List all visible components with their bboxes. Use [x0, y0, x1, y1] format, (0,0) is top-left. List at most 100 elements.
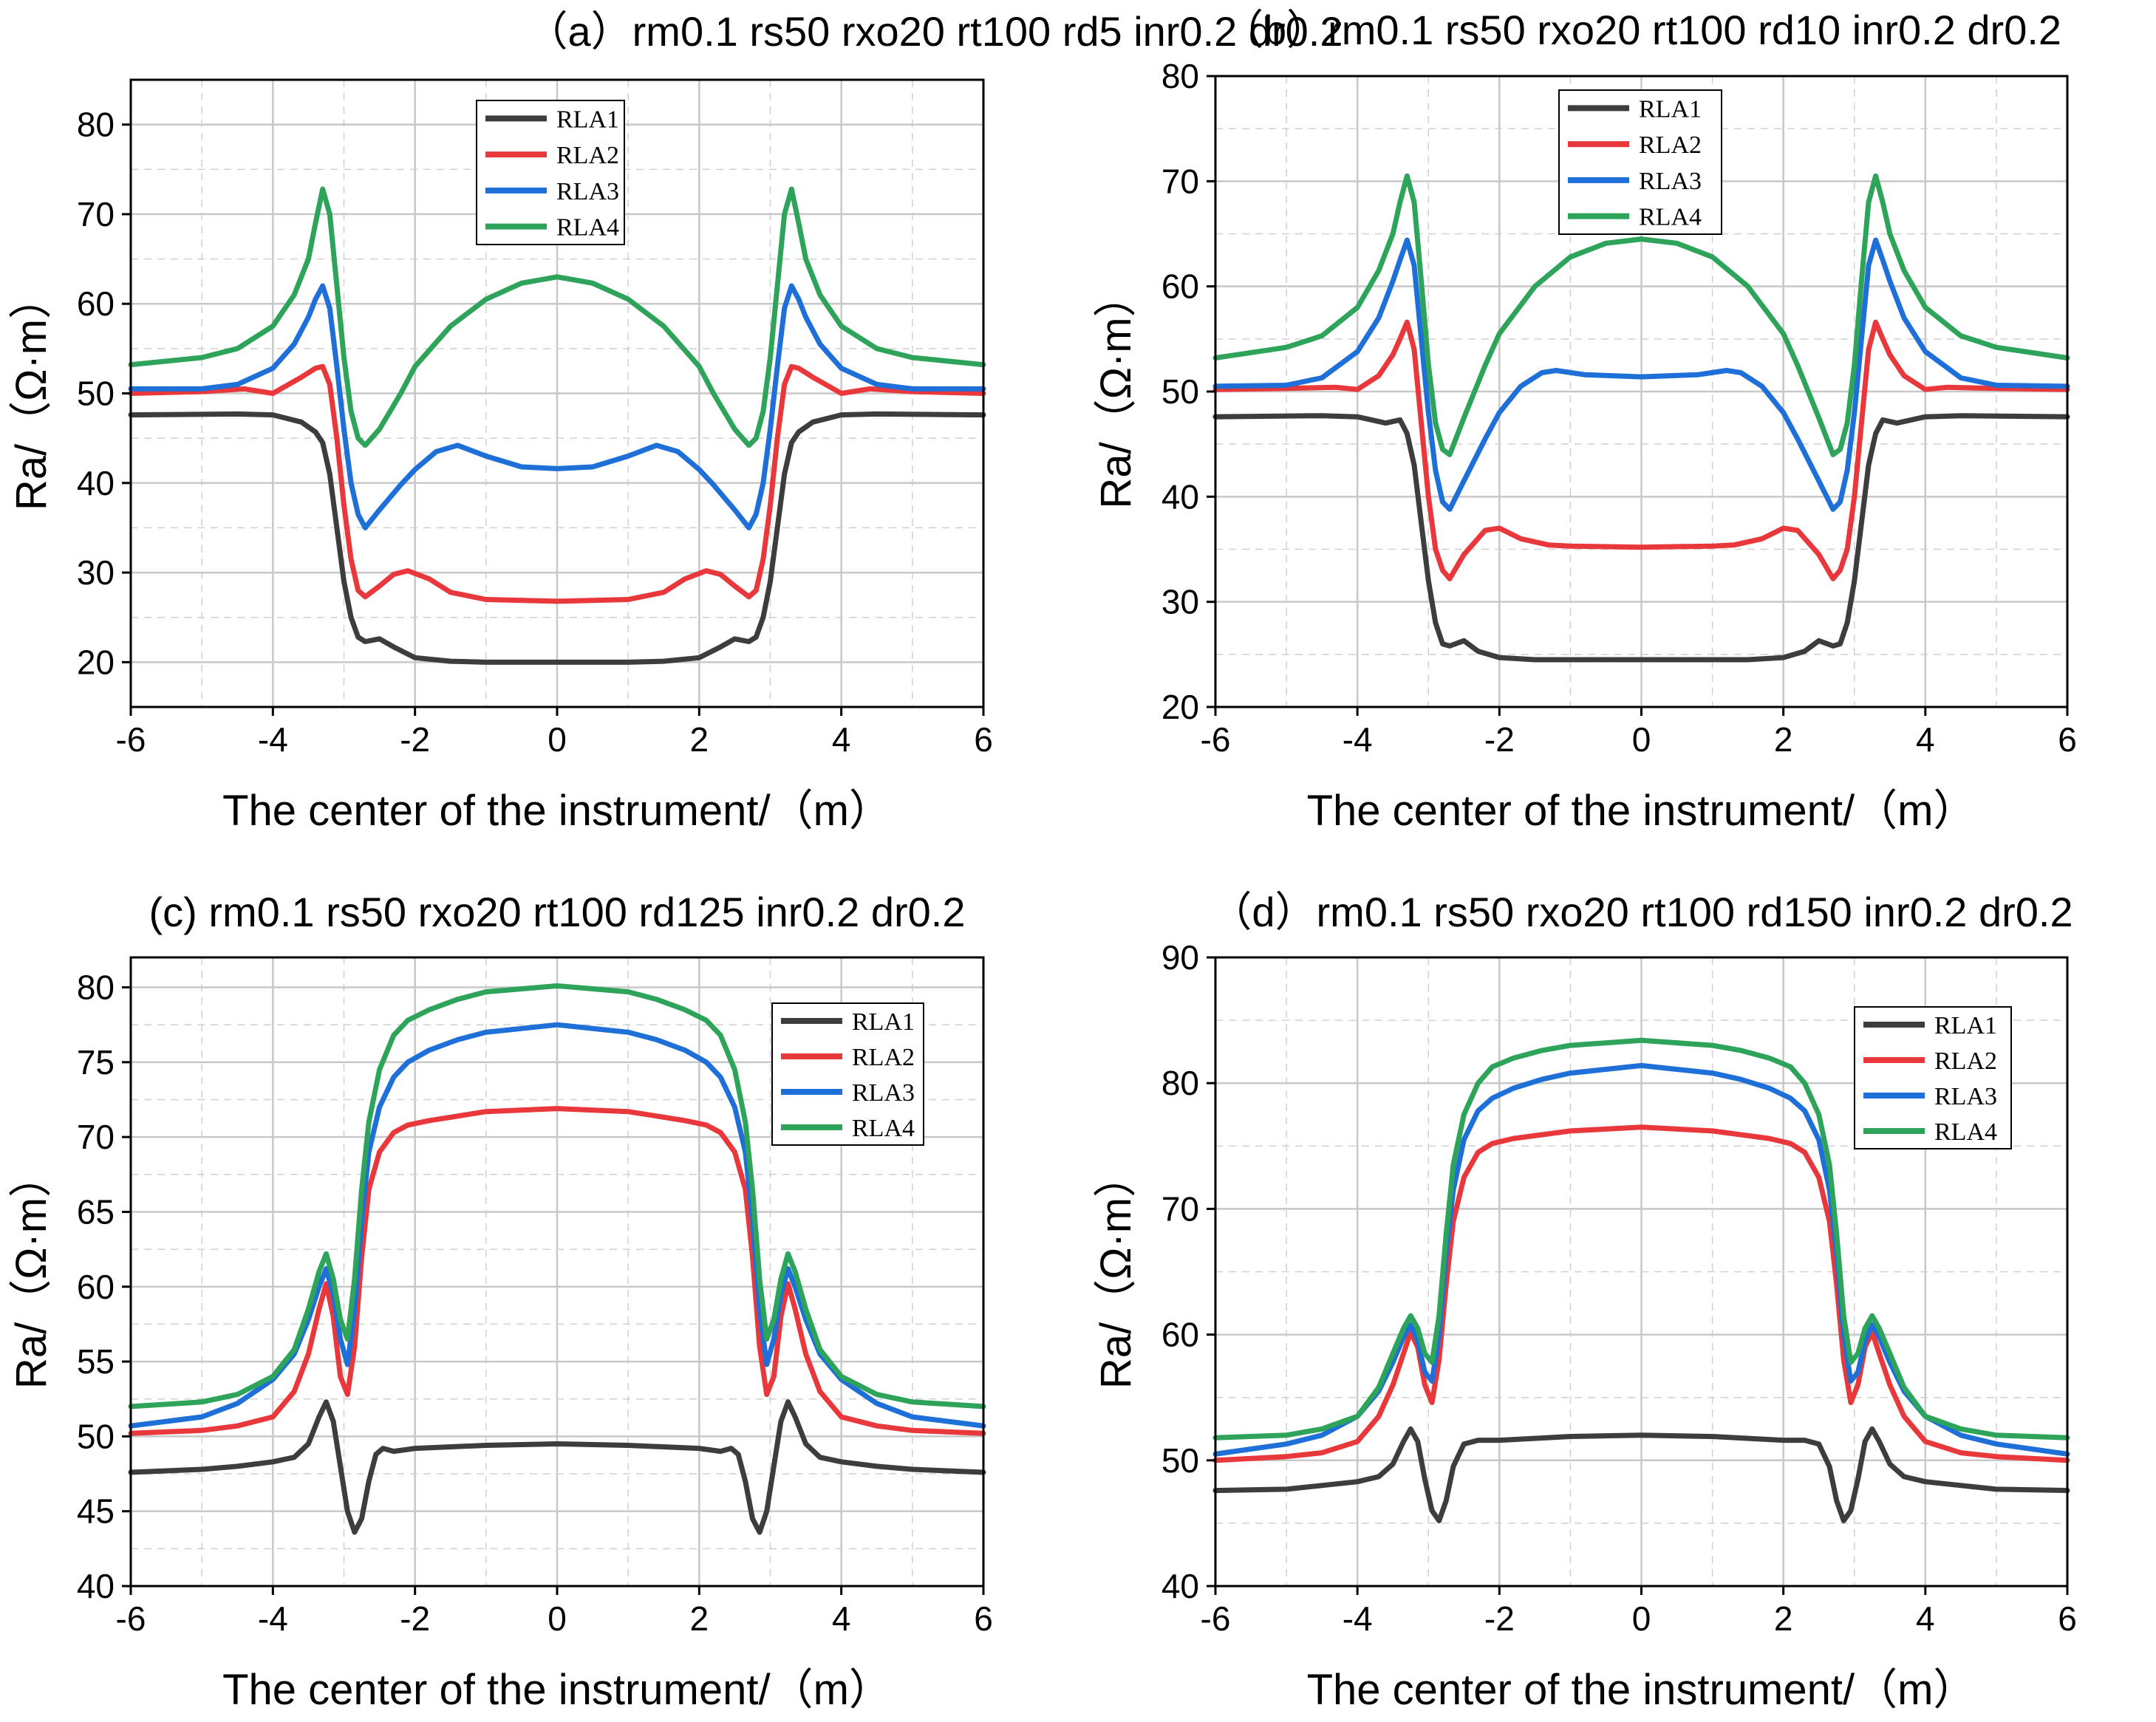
legend-label-rla4: RLA4 — [1934, 1118, 1997, 1146]
y-tick-label: 40 — [1161, 1567, 1199, 1605]
x-tick-label: 2 — [690, 1599, 709, 1638]
x-tick-label: -4 — [1343, 720, 1373, 759]
y-tick-label: 55 — [77, 1342, 115, 1381]
y-tick-label: 50 — [77, 1417, 115, 1455]
x-tick-label: 6 — [974, 720, 993, 759]
y-tick-label: 30 — [1161, 583, 1199, 621]
x-tick-label: -6 — [1201, 720, 1231, 759]
x-tick-label: -6 — [116, 720, 146, 759]
chart-title: (c) rm0.1 rs50 rxo20 rt100 rd125 inr0.2 … — [149, 889, 966, 935]
x-tick-label: 0 — [1632, 1599, 1651, 1638]
legend: RLA1 RLA2 RLA3 RLA4 — [771, 1002, 924, 1146]
y-tick-label: 50 — [1161, 1441, 1199, 1480]
legend-label-rla4: RLA4 — [556, 214, 619, 242]
y-axis-label: Ra/（Ω·m） — [1092, 1155, 1140, 1389]
legend-label-rla2: RLA2 — [556, 142, 619, 169]
series-line-rla4 — [128, 983, 986, 1410]
series-line-rla4 — [1212, 1037, 2070, 1441]
chart-title: （a）rm0.1 rs50 rxo20 rt100 rd5 inr0.2 dr0… — [527, 8, 1343, 55]
legend-label-rla4: RLA4 — [1639, 204, 1702, 231]
x-axis-label: The center of the instrument/（m） — [1307, 1666, 1976, 1714]
y-tick-label: 70 — [1161, 162, 1199, 200]
y-axis-label: Ra/（Ω·m） — [7, 276, 55, 510]
legend-label-rla3: RLA3 — [1934, 1083, 1997, 1110]
y-tick-label: 60 — [1161, 1316, 1199, 1354]
legend-label-rla2: RLA2 — [1934, 1048, 1997, 1075]
x-tick-label: 4 — [1916, 1599, 1935, 1638]
x-tick-label: -2 — [1484, 1599, 1515, 1638]
legend-label-rla3: RLA3 — [852, 1079, 915, 1107]
legend-label-rla1: RLA1 — [1639, 95, 1702, 123]
chart-panel-d: -6 -4 -2 0 2 4 6 40 50 60 70 80 90 （d）rm0.1 rs50 rxo2… — [1092, 889, 2077, 1714]
x-tick-label: -6 — [1201, 1599, 1231, 1638]
x-tick-label: 2 — [690, 720, 709, 759]
x-tick-label: 0 — [547, 720, 567, 759]
series-line-rla3 — [128, 283, 986, 530]
y-tick-label: 30 — [77, 553, 115, 592]
legend: RLA1 RLA2 RLA3 RLA4 — [1558, 89, 1722, 235]
series-line-rla2 — [1212, 1124, 2070, 1463]
y-tick-label: 45 — [77, 1492, 115, 1531]
y-tick-label: 40 — [77, 1567, 115, 1605]
x-tick-label: 6 — [2058, 720, 2077, 759]
y-axis-label: Ra/（Ω·m） — [1092, 274, 1140, 508]
y-axis-label: Ra/（Ω·m） — [7, 1155, 55, 1389]
series-line-rla3 — [1212, 237, 2070, 512]
y-tick-label: 50 — [1161, 372, 1199, 411]
legend-label-rla2: RLA2 — [1639, 131, 1702, 159]
y-tick-label: 60 — [1161, 267, 1199, 306]
series-line-rla3 — [128, 1022, 986, 1429]
y-tick-label: 90 — [1161, 938, 1199, 977]
y-tick-label: 20 — [1161, 688, 1199, 726]
x-axis-label: The center of the instrument/（m） — [222, 1666, 892, 1714]
series-line-rla4 — [128, 186, 986, 448]
x-tick-label: -4 — [258, 720, 288, 759]
y-tick-label: 75 — [77, 1043, 115, 1082]
x-tick-label: 0 — [1632, 720, 1651, 759]
chart-title: （d）rm0.1 rs50 rxo20 rt100 rd150 inr0.2 d… — [1210, 889, 2073, 935]
legend: RLA1 RLA2 RLA3 RLA4 — [1854, 1006, 2012, 1149]
legend-label-rla3: RLA3 — [556, 178, 619, 205]
legend-box — [771, 1002, 924, 1146]
x-tick-label: 6 — [2058, 1599, 2077, 1638]
series-line-rla3 — [1212, 1062, 2070, 1457]
x-tick-label: 2 — [1774, 720, 1793, 759]
y-tick-label: 20 — [77, 643, 115, 681]
legend-label-rla3: RLA3 — [1639, 168, 1702, 195]
y-tick-label: 80 — [77, 968, 115, 1007]
y-tick-label: 50 — [77, 375, 115, 413]
x-axis-label: The center of the instrument/（m） — [222, 787, 892, 835]
series-line-rla4 — [1212, 173, 2070, 457]
chart-title: （b）rm0.1 rs50 rxo20 rt100 rd10 inr0.2 dr… — [1222, 7, 2061, 53]
legend-box — [1854, 1006, 2012, 1149]
series-line-rla1 — [1212, 1426, 2070, 1523]
series-line-rla1 — [128, 1399, 986, 1535]
x-tick-label: -2 — [400, 720, 430, 759]
y-tick-label: 60 — [77, 284, 115, 323]
y-tick-label: 70 — [77, 195, 115, 233]
legend: RLA1 RLA2 RLA3 RLA4 — [476, 100, 625, 245]
legend-box — [476, 100, 625, 245]
legend-label-rla1: RLA1 — [556, 106, 619, 133]
x-tick-label: 2 — [1774, 1599, 1793, 1638]
x-tick-label: 4 — [832, 1599, 851, 1638]
y-tick-label: 65 — [77, 1192, 115, 1231]
y-tick-label: 80 — [1161, 1064, 1199, 1102]
series-line-rla2 — [128, 363, 986, 604]
chart-panel-c: -6 -4 -2 0 2 4 6 40 45 50 55 60 65 70 75 80 (c) rm0.1 rs… — [7, 889, 993, 1714]
x-tick-label: -4 — [258, 1599, 288, 1638]
y-tick-label: 40 — [77, 464, 115, 502]
y-tick-label: 70 — [1161, 1189, 1199, 1228]
x-tick-label: 4 — [1916, 720, 1935, 759]
x-axis-label: The center of the instrument/（m） — [1307, 787, 1976, 835]
y-tick-label: 40 — [1161, 477, 1199, 516]
y-tick-label: 70 — [77, 1118, 115, 1156]
y-tick-label: 80 — [1161, 57, 1199, 95]
legend-label-rla4: RLA4 — [852, 1115, 915, 1142]
legend-label-rla1: RLA1 — [852, 1008, 915, 1036]
x-tick-label: -2 — [1484, 720, 1515, 759]
series-line-rla2 — [1212, 319, 2070, 581]
x-tick-label: -4 — [1343, 1599, 1373, 1638]
